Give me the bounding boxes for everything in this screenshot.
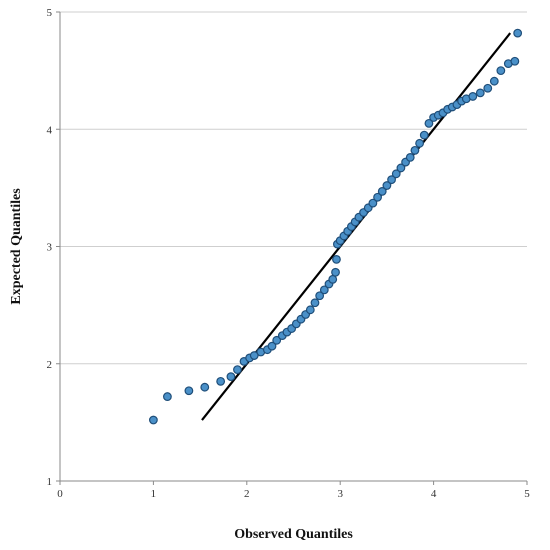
data-point-47 [415, 138, 424, 148]
y-axis-title: Expected Quantiles [9, 188, 24, 305]
data-point-6 [233, 365, 242, 375]
data-point-0 [148, 415, 158, 425]
x-tick-label-2: 2 [244, 488, 250, 500]
data-point-62 [496, 66, 506, 76]
y-tick-label-4: 5 [47, 7, 53, 19]
x-tick-label-0: 0 [57, 488, 63, 500]
x-tick-label-5: 5 [524, 488, 530, 500]
y-tick-label-1: 2 [47, 359, 53, 371]
data-point-38 [373, 192, 382, 202]
data-point-65 [513, 28, 523, 38]
data-point-12 [267, 341, 277, 351]
data-point-59 [475, 88, 485, 98]
data-point-37 [368, 198, 378, 208]
y-tick-label-0: 1 [47, 476, 53, 488]
data-point-26 [331, 267, 340, 277]
data-point-61 [489, 76, 499, 86]
data-point-3 [200, 382, 210, 392]
data-point-13 [272, 335, 282, 345]
data-point-41 [387, 175, 396, 185]
data-point-39 [377, 186, 387, 196]
data-point-49 [424, 118, 434, 128]
y-tick-label-2: 3 [47, 242, 53, 254]
data-points [148, 28, 523, 425]
y-tick-label-3: 4 [47, 124, 53, 136]
data-point-48 [419, 130, 429, 140]
data-point-5 [226, 372, 236, 382]
data-point-9 [249, 351, 259, 360]
data-point-60 [483, 83, 493, 93]
data-point-58 [468, 92, 478, 101]
data-point-22 [315, 291, 325, 301]
data-point-43 [396, 163, 406, 173]
data-point-2 [184, 386, 194, 396]
data-point-23 [319, 285, 329, 295]
data-point-27 [332, 254, 341, 264]
data-point-45 [405, 152, 415, 162]
data-point-64 [510, 56, 520, 66]
data-point-21 [310, 298, 320, 308]
data-point-40 [382, 181, 392, 190]
data-point-46 [410, 145, 420, 155]
x-tick-label-1: 1 [151, 488, 157, 500]
data-point-1 [163, 392, 172, 401]
x-tick-label-3: 3 [337, 488, 343, 500]
data-point-42 [391, 169, 401, 179]
data-point-4 [216, 376, 226, 386]
x-axis-title: Observed Quantiles [234, 527, 353, 542]
x-tick-label-4: 4 [431, 488, 437, 500]
gridlines [60, 11, 527, 365]
data-point-20 [305, 305, 315, 315]
